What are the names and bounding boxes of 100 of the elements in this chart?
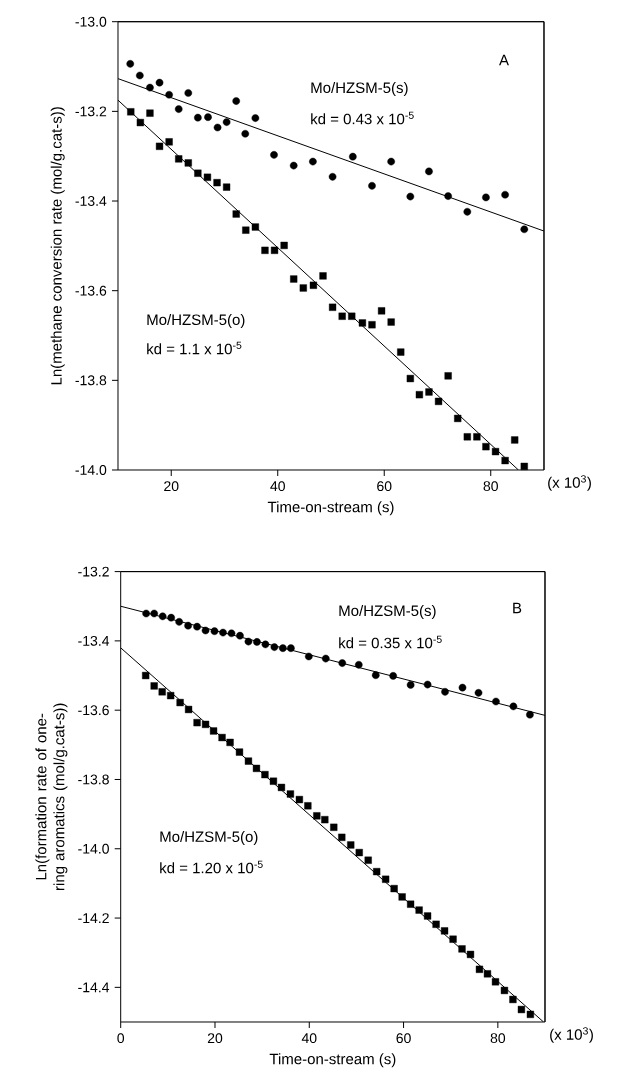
point [287, 644, 295, 652]
point [150, 609, 158, 618]
point [520, 225, 529, 234]
point [203, 173, 212, 181]
point [458, 945, 466, 953]
point [368, 321, 376, 329]
point [270, 151, 278, 159]
point [193, 719, 201, 727]
point [377, 307, 386, 315]
point [348, 312, 356, 320]
point [158, 612, 167, 621]
y-tick-label: -13.8 [75, 375, 107, 386]
point [425, 167, 433, 176]
point [509, 995, 517, 1004]
point [241, 129, 250, 138]
point [349, 152, 357, 161]
x-tick-label: 20 [207, 1033, 223, 1044]
annotation: Mo/HZSM-5(o) [147, 314, 245, 328]
point [280, 241, 288, 249]
point [193, 622, 201, 631]
point [155, 142, 164, 150]
point [232, 97, 241, 105]
point [184, 705, 193, 714]
y-axis-title: Ln(methane conversion rate (mol/g.cat-s)) [50, 107, 65, 385]
point [338, 659, 347, 667]
annotation: kd = 0.35 x 10$^{-5}$ [339, 635, 442, 649]
point [270, 246, 279, 254]
point [491, 448, 500, 456]
point [295, 795, 303, 804]
point [305, 652, 313, 661]
point [482, 443, 490, 451]
point [501, 190, 509, 199]
annotation: kd = 1.1 x 10$^{-5}$ [147, 341, 242, 355]
y-tick-label: -13.6 [78, 705, 109, 716]
y-tick-label: -14.0 [78, 843, 109, 854]
point [270, 643, 279, 651]
point [279, 644, 287, 652]
point [483, 970, 492, 978]
point [328, 173, 337, 181]
x-tick-label: 40 [301, 1033, 317, 1044]
point [321, 654, 330, 663]
point [223, 183, 231, 191]
point [364, 856, 372, 864]
y-tick-label: -14.2 [78, 913, 109, 923]
point [209, 727, 218, 735]
text: (x 10$^{3}$) [550, 1027, 593, 1043]
point [440, 927, 449, 935]
point [371, 671, 380, 679]
y-tick-label: -14.0 [75, 465, 107, 475]
point [204, 113, 212, 121]
point [244, 757, 253, 765]
point [482, 193, 490, 202]
point [222, 118, 231, 126]
point [201, 720, 210, 728]
point [175, 618, 183, 626]
point [290, 275, 298, 283]
point [167, 613, 175, 622]
point [213, 179, 221, 187]
point [313, 812, 321, 820]
point [261, 640, 270, 649]
point [501, 456, 509, 465]
point [289, 161, 298, 170]
point [415, 391, 423, 399]
point [449, 935, 457, 943]
point [251, 223, 259, 231]
point [355, 848, 363, 857]
point [358, 319, 367, 327]
point [491, 978, 500, 986]
point [338, 833, 346, 841]
point [382, 875, 390, 883]
annotation: kd = 1.20 x 10$^{-5}$ [160, 860, 263, 874]
point [235, 748, 244, 756]
point [126, 60, 135, 68]
point [397, 348, 405, 356]
y-tick-label: -13.4 [75, 196, 107, 206]
point [142, 609, 150, 618]
annotation: Mo/HZSM-5(s) [311, 82, 408, 96]
annotation: A [499, 54, 509, 66]
point [406, 374, 414, 383]
point [210, 627, 219, 635]
point [406, 681, 415, 689]
point [415, 906, 423, 914]
point [304, 802, 312, 810]
point [526, 1010, 534, 1018]
point [517, 1005, 526, 1014]
x-tick-label: 60 [396, 1033, 411, 1044]
point [218, 733, 226, 742]
point [432, 920, 440, 928]
point [176, 698, 184, 707]
point [236, 631, 244, 640]
annotation: Mo/HZSM-5(o) [160, 831, 258, 845]
point [425, 388, 433, 396]
point [474, 689, 483, 697]
point [434, 397, 443, 406]
point [227, 629, 236, 638]
x-tick-label: 20 [164, 481, 179, 492]
point [354, 660, 363, 669]
point [136, 71, 144, 80]
point [150, 682, 158, 690]
point [251, 114, 260, 122]
